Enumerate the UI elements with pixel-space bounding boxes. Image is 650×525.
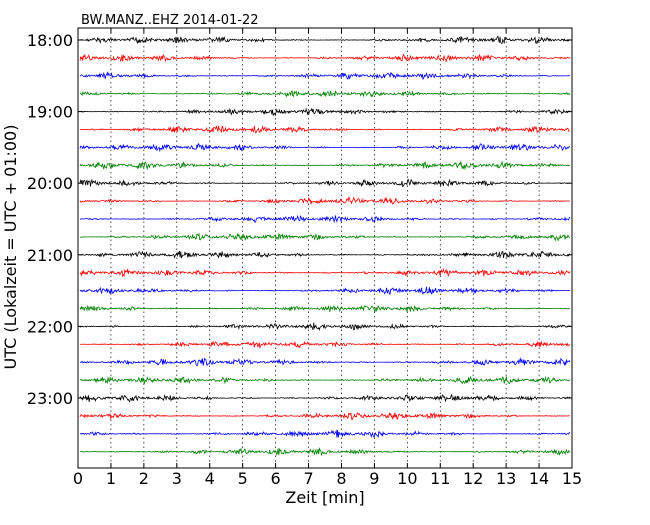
trace-line: [79, 71, 571, 81]
y-tick-label: 20:00: [27, 174, 73, 193]
x-tick-label: 10: [397, 469, 417, 488]
trace-line: [79, 268, 571, 278]
trace-line: [79, 107, 571, 117]
x-tick-label: 1: [106, 469, 116, 488]
trace-line: [79, 232, 571, 242]
x-tick-label: 2: [139, 469, 149, 488]
trace-line: [79, 412, 571, 421]
trace-line: [79, 375, 571, 385]
trace-line: [79, 178, 571, 188]
x-tick-label: 0: [73, 469, 83, 488]
tick-layer: 0 1 2 3 4 5 6 7 8 9 10 11 12 13 14 1518:0019:0020:0021:…: [27, 28, 582, 488]
y-tick-label: 19:00: [27, 103, 73, 122]
trace-line: [79, 214, 571, 224]
x-tick-label: 11: [430, 469, 450, 488]
y-tick-label: 23:00: [27, 389, 73, 408]
x-tick-label: 6: [271, 469, 281, 488]
trace-line: [79, 322, 571, 332]
trace-line: [79, 304, 571, 314]
trace-line: [79, 196, 571, 205]
trace-line: [79, 142, 571, 153]
x-tick-label: 8: [336, 469, 346, 488]
trace-line: [79, 429, 571, 439]
plot-frame: [77, 27, 573, 469]
trace-line: [79, 125, 571, 134]
trace-line: [79, 90, 571, 98]
trace-line: [79, 340, 571, 349]
y-tick-label: 21:00: [27, 246, 73, 265]
trace-line: [79, 446, 571, 457]
grid-layer: [110, 28, 540, 468]
trace-line: [79, 35, 571, 45]
trace-line: [79, 393, 571, 403]
x-tick-label: 12: [463, 469, 483, 488]
x-axis-label: Zeit [min]: [285, 488, 364, 507]
chart-title: BW.MANZ..EHZ 2014-01-22: [81, 13, 259, 28]
trace-line: [79, 357, 571, 367]
trace-line: [79, 53, 571, 63]
x-tick-label: 13: [496, 469, 516, 488]
x-tick-label: 9: [369, 469, 379, 488]
trace-layer: [79, 35, 571, 457]
trace-line: [79, 250, 571, 259]
y-tick-label: 18:00: [27, 31, 73, 50]
y-tick-label: 22:00: [27, 317, 73, 336]
trace-line: [79, 160, 571, 171]
y-axis-label: UTC (Lokalzeit = UTC + 01:00): [1, 125, 20, 370]
x-tick-label: 15: [562, 469, 582, 488]
x-tick-label: 7: [303, 469, 313, 488]
trace-line: [79, 286, 571, 295]
x-tick-label: 4: [205, 469, 215, 488]
x-tick-label: 3: [172, 469, 182, 488]
x-tick-label: 14: [529, 469, 549, 488]
x-tick-label: 5: [238, 469, 248, 488]
